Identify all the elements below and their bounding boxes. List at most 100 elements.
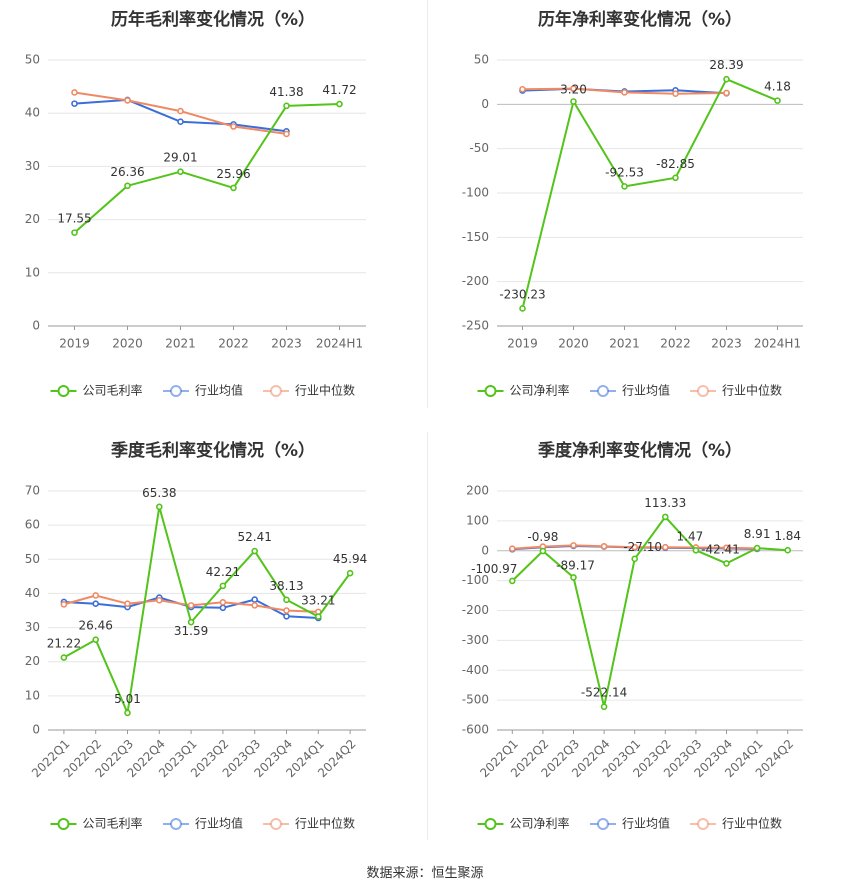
- data-point-company: [219, 582, 227, 590]
- legend-item-industry_median: 行业中位数: [263, 816, 355, 831]
- data-point-industry_median: [124, 600, 131, 607]
- y-tick-label: 30: [25, 159, 40, 173]
- y-tick-label: -150: [462, 230, 489, 244]
- data-point-company: [283, 596, 290, 604]
- y-tick-label: 40: [25, 586, 40, 600]
- y-tick-label: 0: [32, 723, 40, 737]
- y-tick-label: 0: [481, 97, 489, 111]
- data-point-company: [723, 560, 730, 567]
- y-tick-label: -500: [462, 693, 489, 707]
- y-tick-label: -100: [462, 186, 489, 200]
- legend-swatch-marker: [270, 385, 282, 397]
- legend-swatch-marker: [57, 385, 70, 397]
- series-line-company: [521, 78, 778, 309]
- data-point-company: [60, 654, 68, 661]
- data-point-industry_median: [661, 543, 669, 551]
- data-label: 21.22: [47, 637, 81, 651]
- legend-label: 行业中位数: [722, 816, 782, 831]
- series-line-industry_avg: [74, 98, 287, 133]
- data-label: 113.33: [644, 496, 686, 510]
- data-label: -230.23: [499, 287, 545, 301]
- data-point-company: [177, 168, 184, 175]
- data-point-company: [600, 703, 608, 711]
- data-label: 28.39: [709, 58, 743, 72]
- data-point-company: [156, 503, 163, 511]
- y-tick-label: 0: [32, 319, 40, 333]
- legend: 公司净利率 行业均值 行业中位数: [477, 816, 782, 831]
- data-point-company: [774, 97, 781, 104]
- y-tick-label: -400: [462, 663, 489, 677]
- data-point-industry_avg: [92, 600, 99, 607]
- data-label: 25.96: [216, 167, 250, 181]
- data-point-company: [661, 513, 669, 521]
- data-point-company: [753, 544, 761, 552]
- data-point-company: [124, 182, 131, 190]
- x-tick-label: 2023: [711, 337, 742, 351]
- chart-panel-4: 季度净利率变化情况（%） -600 -500 -400 -300 -200 -100 0 100…: [462, 440, 803, 831]
- chart-title: 历年净利率变化情况（%）: [538, 9, 742, 30]
- data-point-industry_median: [60, 601, 68, 608]
- y-tick-label: 50: [25, 53, 40, 67]
- x-tick-label: 2020: [112, 337, 143, 351]
- legend-swatch-marker: [170, 385, 182, 397]
- y-tick-label: 70: [25, 484, 40, 498]
- data-point-industry_median: [621, 89, 628, 96]
- data-label: 8.91: [744, 527, 771, 541]
- chart-title: 季度净利率变化情况（%）: [538, 440, 742, 461]
- legend-label: 行业均值: [195, 816, 243, 831]
- legend-swatch-marker: [597, 818, 609, 830]
- data-label: 42.21: [206, 565, 240, 579]
- data-point-company: [251, 547, 258, 555]
- legend-swatch-marker: [597, 385, 609, 397]
- data-label: 41.38: [269, 85, 303, 99]
- y-tick-label: 50: [25, 552, 40, 566]
- data-point-industry_median: [251, 602, 258, 609]
- legend-swatch-marker: [697, 385, 709, 397]
- data-point-industry_median: [187, 602, 195, 609]
- y-tick-label: 20: [25, 212, 40, 226]
- data-label: 5.01: [114, 692, 141, 706]
- y-tick-label: -100: [462, 573, 489, 587]
- data-point-industry_median: [92, 592, 99, 599]
- data-point-company: [187, 618, 195, 626]
- x-tick-label: 2022: [660, 337, 691, 351]
- legend: 公司净利率 行业均值 行业中位数: [477, 383, 782, 398]
- data-point-industry_avg: [71, 100, 78, 107]
- data-label: 38.13: [269, 579, 303, 593]
- data-point-company: [124, 709, 131, 717]
- y-tick-label: 100: [466, 513, 489, 527]
- y-tick-label: 0: [481, 543, 489, 557]
- y-tick-label: 50: [474, 53, 489, 67]
- data-label: -522.14: [581, 686, 627, 700]
- y-tick-label: -200: [462, 603, 489, 617]
- data-point-industry_avg: [177, 118, 184, 126]
- series-line-company: [63, 505, 351, 714]
- legend-label: 行业均值: [622, 383, 670, 398]
- legend-item-industry_median: 行业中位数: [690, 383, 782, 398]
- series-line-company: [511, 515, 788, 708]
- y-tick-label: -200: [462, 274, 489, 288]
- y-tick-label: 10: [25, 265, 40, 279]
- data-label: -89.17: [556, 558, 595, 572]
- data-point-company: [508, 577, 516, 585]
- chart-title: 季度毛利率变化情况（%）: [111, 440, 315, 461]
- data-point-industry_median: [508, 545, 516, 552]
- legend-label: 公司毛利率: [83, 816, 143, 831]
- legend-label: 行业中位数: [295, 383, 355, 398]
- chart-title: 历年毛利率变化情况（%）: [111, 9, 315, 30]
- legend-label: 行业中位数: [722, 383, 782, 398]
- legend-label: 公司净利率: [510, 383, 570, 398]
- data-point-industry_median: [631, 543, 639, 551]
- data-label: -0.98: [527, 530, 558, 544]
- data-label: 26.46: [79, 619, 113, 633]
- data-point-industry_avg: [251, 596, 258, 603]
- data-label: 41.72: [322, 83, 356, 97]
- y-tick-label: 30: [25, 620, 40, 634]
- data-source-note: 数据来源：恒生聚源: [366, 866, 484, 881]
- data-point-industry_median: [672, 90, 679, 97]
- legend: 公司毛利率 行业均值 行业中位数: [50, 816, 355, 831]
- x-tick-label: 2024H1: [316, 337, 363, 351]
- data-point-industry_median: [124, 97, 131, 104]
- x-tick-label: 2019: [59, 337, 90, 351]
- x-tick-label: 2021: [165, 337, 196, 351]
